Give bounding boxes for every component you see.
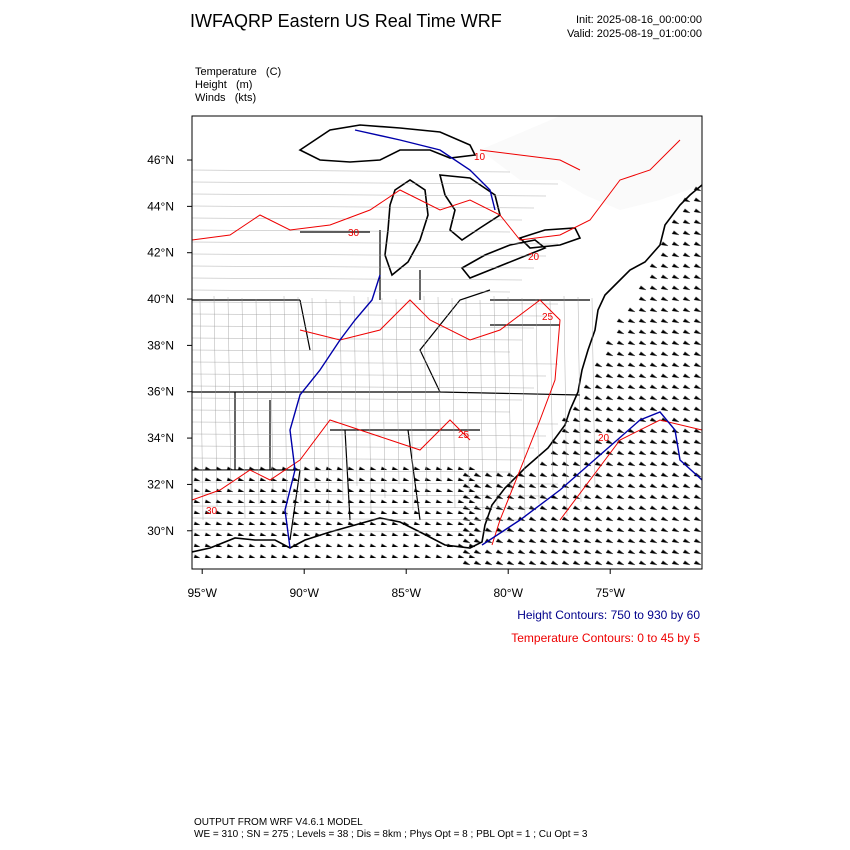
footer-line: OUTPUT FROM WRF V4.6.1 MODEL xyxy=(194,817,363,828)
contour-label: 20 xyxy=(528,252,540,263)
map-frame xyxy=(191,115,703,570)
x-tick-label: 75°W xyxy=(595,586,625,600)
temperature-contours xyxy=(192,139,702,546)
y-tick-label: 36°N xyxy=(147,385,174,399)
coastlines xyxy=(192,124,702,553)
map: 10 20 25 20 30 30 25 95°W 90°W 85°W 80°W 75°… xyxy=(147,115,703,600)
canada-region xyxy=(480,116,702,210)
contour-label: 30 xyxy=(348,228,360,239)
x-tick-label: 85°W xyxy=(391,586,421,600)
y-tick-label: 44°N xyxy=(147,199,174,213)
y-tick-label: 42°N xyxy=(147,246,174,260)
field-label: Temperature (C) xyxy=(195,66,281,78)
contour-label: 25 xyxy=(458,430,470,441)
county-lines xyxy=(192,169,596,533)
y-tick-label: 32°N xyxy=(147,477,174,491)
y-tick-label: 40°N xyxy=(147,292,174,306)
y-tick-label: 38°N xyxy=(147,338,174,352)
valid-time: Valid: 2025-08-19_01:00:00 xyxy=(567,28,702,40)
contour-label: 10 xyxy=(474,152,486,163)
y-tick-label: 34°N xyxy=(147,431,174,445)
footer-line: WE = 310 ; SN = 275 ; Levels = 38 ; Dis … xyxy=(194,829,588,840)
x-tick-label: 90°W xyxy=(289,586,319,600)
height-contours xyxy=(284,129,702,549)
contour-label: 25 xyxy=(542,312,554,323)
field-label: Winds (kts) xyxy=(195,92,256,104)
county-grid xyxy=(192,169,596,533)
contour-labels: 10 20 25 20 30 30 25 xyxy=(206,152,610,517)
title: IWFAQRP Eastern US Real Time WRF xyxy=(190,11,502,31)
contour-label: 20 xyxy=(598,433,610,444)
x-tick-label: 95°W xyxy=(187,586,217,600)
temperature-legend: Temperature Contours: 0 to 45 by 5 xyxy=(511,631,700,645)
field-label: Height (m) xyxy=(195,79,252,91)
height-legend: Height Contours: 750 to 930 by 60 xyxy=(517,608,700,622)
y-tick-label: 46°N xyxy=(147,153,174,167)
init-time: Init: 2025-08-16_00:00:00 xyxy=(576,14,702,26)
contour-label: 30 xyxy=(206,506,218,517)
map-layers: 10 20 25 20 30 30 25 xyxy=(192,116,702,566)
y-tick-label: 30°N xyxy=(147,524,174,538)
x-tick-label: 80°W xyxy=(493,586,523,600)
